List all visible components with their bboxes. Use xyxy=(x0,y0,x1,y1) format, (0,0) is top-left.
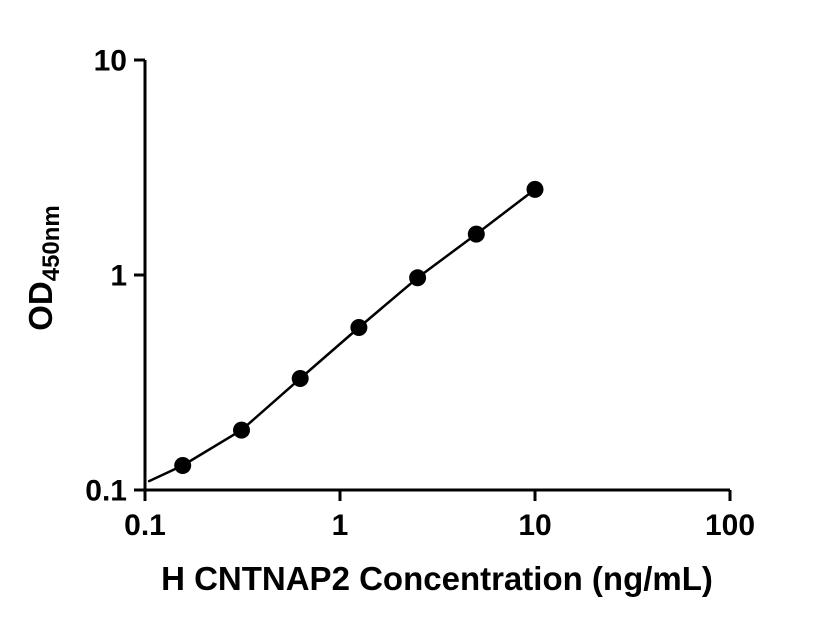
y-tick-label: 1 xyxy=(110,260,127,293)
y-axis-title-main: OD xyxy=(22,281,59,331)
data-point xyxy=(291,370,309,387)
data-point xyxy=(233,421,250,439)
data-point xyxy=(174,457,192,474)
x-tick-label: 100 xyxy=(705,509,755,542)
data-point xyxy=(467,225,485,243)
x-tick-label: 1 xyxy=(332,509,349,542)
x-axis-title: H CNTNAP2 Concentration (ng/mL) xyxy=(161,560,713,597)
y-axis-title-subscript: 450nm xyxy=(38,205,65,281)
axes-frame xyxy=(143,60,730,492)
plot-layer: 0.1 1 10 100 0.1 1 10 xyxy=(85,45,755,543)
data-point xyxy=(409,269,427,287)
y-tick-label: 0.1 xyxy=(85,475,127,508)
x-tick-label: 0.1 xyxy=(124,509,166,542)
standard-curve-line xyxy=(147,188,537,483)
data-point xyxy=(350,319,368,336)
x-tick-label: 10 xyxy=(518,509,551,542)
data-point xyxy=(526,180,544,198)
y-axis-title: OD450nm xyxy=(22,205,65,331)
y-tick-label: 10 xyxy=(94,45,127,78)
